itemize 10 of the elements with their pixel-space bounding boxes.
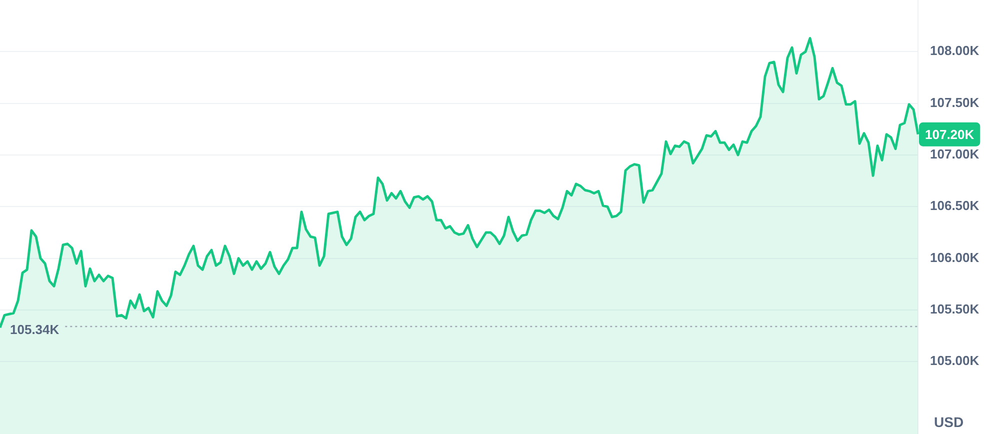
y-tick-label: 108.00K — [930, 43, 980, 58]
y-axis-title: USD — [934, 414, 964, 430]
y-tick-label: 107.00K — [930, 146, 980, 162]
y-tick-label: 107.50K — [930, 94, 980, 110]
y-tick-label: 106.00K — [930, 250, 980, 265]
text: 107.20K — [925, 126, 975, 142]
y-tick-label: 105.00K — [930, 353, 980, 368]
y-tick-label: 106.50K — [930, 198, 980, 214]
y-tick-label: 105.50K — [930, 302, 980, 317]
ref-line-label: 105.34K — [10, 322, 60, 338]
